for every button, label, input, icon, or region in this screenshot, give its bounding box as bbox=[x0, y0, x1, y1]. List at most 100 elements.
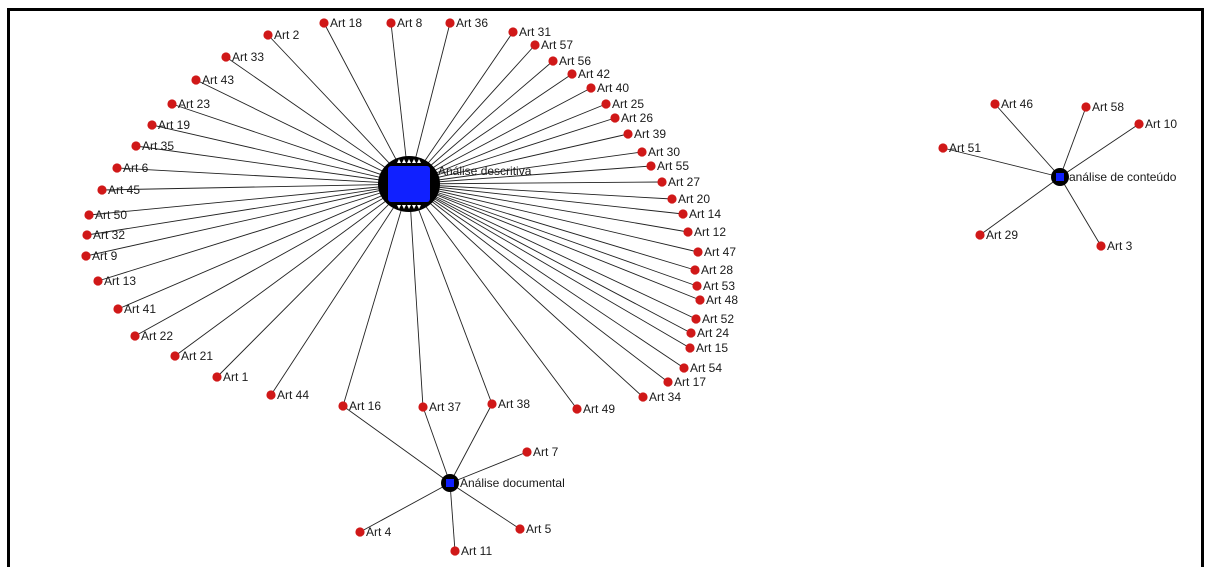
node-art-29[interactable]: Art 29 bbox=[975, 228, 1018, 242]
node-label: Art 32 bbox=[93, 228, 125, 242]
node-art-55[interactable]: Art 55 bbox=[646, 159, 689, 173]
node-art-31[interactable]: Art 31 bbox=[508, 25, 551, 39]
node-art-18[interactable]: Art 18 bbox=[319, 16, 362, 30]
node-art-30[interactable]: Art 30 bbox=[637, 145, 680, 159]
node-label: Art 15 bbox=[696, 341, 728, 355]
node-art-52[interactable]: Art 52 bbox=[691, 312, 734, 326]
node-art-38[interactable]: Art 38 bbox=[487, 397, 530, 411]
node-label: Art 23 bbox=[178, 97, 210, 111]
node-art-5[interactable]: Art 5 bbox=[515, 522, 551, 536]
node-art-43[interactable]: Art 43 bbox=[191, 73, 234, 87]
hub-label: análise de conteúdo bbox=[1069, 170, 1177, 184]
node-art-57[interactable]: Art 57 bbox=[530, 38, 573, 52]
node-dot-icon bbox=[1081, 102, 1090, 111]
edge-art-58-conteudo bbox=[1060, 107, 1086, 177]
node-dot-icon bbox=[508, 27, 517, 36]
node-art-15[interactable]: Art 15 bbox=[685, 341, 728, 355]
node-art-2[interactable]: Art 2 bbox=[263, 28, 299, 42]
edge-art-19-descritiva bbox=[152, 125, 409, 184]
node-label: Art 41 bbox=[124, 302, 156, 316]
node-dot-icon bbox=[112, 163, 121, 172]
hub-square-icon bbox=[1056, 173, 1064, 181]
node-art-28[interactable]: Art 28 bbox=[690, 263, 733, 277]
node-art-4[interactable]: Art 4 bbox=[355, 525, 391, 539]
hub-square-icon bbox=[446, 479, 454, 487]
edge-art-6-descritiva bbox=[117, 168, 409, 184]
node-label: Art 43 bbox=[202, 73, 234, 87]
node-label: Art 8 bbox=[397, 16, 423, 30]
node-art-53[interactable]: Art 53 bbox=[692, 279, 735, 293]
node-art-58[interactable]: Art 58 bbox=[1081, 100, 1124, 114]
node-art-14[interactable]: Art 14 bbox=[678, 207, 721, 221]
node-art-24[interactable]: Art 24 bbox=[686, 326, 729, 340]
node-art-20[interactable]: Art 20 bbox=[667, 192, 710, 206]
node-art-25[interactable]: Art 25 bbox=[601, 97, 644, 111]
node-label: Art 39 bbox=[634, 127, 666, 141]
node-dot-icon bbox=[82, 230, 91, 239]
node-art-11[interactable]: Art 11 bbox=[450, 544, 492, 558]
node-art-42[interactable]: Art 42 bbox=[567, 67, 610, 81]
node-art-17[interactable]: Art 17 bbox=[663, 375, 706, 389]
node-label: Art 19 bbox=[158, 118, 190, 132]
edge-art-24-descritiva bbox=[409, 184, 691, 333]
node-art-22[interactable]: Art 22 bbox=[130, 329, 173, 343]
node-label: Art 35 bbox=[142, 139, 174, 153]
node-label: Art 48 bbox=[706, 293, 738, 307]
node-art-26[interactable]: Art 26 bbox=[610, 111, 653, 125]
node-art-13[interactable]: Art 13 bbox=[93, 274, 136, 288]
node-label: Art 25 bbox=[612, 97, 644, 111]
node-art-32[interactable]: Art 32 bbox=[82, 228, 125, 242]
node-art-51[interactable]: Art 51 bbox=[938, 141, 981, 155]
edge-art-54-descritiva bbox=[409, 184, 684, 368]
node-dot-icon bbox=[130, 331, 139, 340]
edge-art-34-descritiva bbox=[409, 184, 643, 397]
node-dot-icon bbox=[167, 99, 176, 108]
node-art-39[interactable]: Art 39 bbox=[623, 127, 666, 141]
node-label: Art 7 bbox=[533, 445, 559, 459]
hub-square-icon bbox=[388, 166, 430, 202]
node-label: Art 58 bbox=[1092, 100, 1124, 114]
node-art-7[interactable]: Art 7 bbox=[522, 445, 558, 459]
node-dot-icon bbox=[938, 143, 947, 152]
node-label: Art 37 bbox=[429, 400, 461, 414]
node-art-50[interactable]: Art 50 bbox=[84, 208, 127, 222]
node-dot-icon bbox=[679, 363, 688, 372]
node-art-36[interactable]: Art 36 bbox=[445, 16, 488, 30]
node-art-1[interactable]: Art 1 bbox=[212, 370, 248, 384]
node-dot-icon bbox=[691, 314, 700, 323]
node-art-46[interactable]: Art 46 bbox=[990, 97, 1033, 111]
node-label: Art 2 bbox=[274, 28, 300, 42]
node-art-10[interactable]: Art 10 bbox=[1134, 117, 1177, 131]
node-dot-icon bbox=[170, 351, 179, 360]
node-dot-icon bbox=[355, 527, 364, 536]
node-art-3[interactable]: Art 3 bbox=[1096, 239, 1132, 253]
node-art-49[interactable]: Art 49 bbox=[572, 402, 615, 416]
node-art-9[interactable]: Art 9 bbox=[81, 249, 117, 263]
node-art-47[interactable]: Art 47 bbox=[693, 245, 736, 259]
node-art-12[interactable]: Art 12 bbox=[683, 225, 726, 239]
node-dot-icon bbox=[601, 99, 610, 108]
node-art-19[interactable]: Art 19 bbox=[147, 118, 190, 132]
edge-art-28-descritiva bbox=[409, 184, 695, 270]
node-art-35[interactable]: Art 35 bbox=[131, 139, 174, 153]
node-dot-icon bbox=[548, 56, 557, 65]
hub-documental[interactable]: Análise documental bbox=[441, 474, 565, 492]
edge-art-20-descritiva bbox=[409, 184, 672, 199]
node-art-45[interactable]: Art 45 bbox=[97, 183, 140, 197]
node-art-23[interactable]: Art 23 bbox=[167, 97, 210, 111]
edge-art-37-documental bbox=[423, 407, 450, 483]
node-art-34[interactable]: Art 34 bbox=[638, 390, 681, 404]
node-dot-icon bbox=[522, 447, 531, 456]
node-art-40[interactable]: Art 40 bbox=[586, 81, 629, 95]
node-art-54[interactable]: Art 54 bbox=[679, 361, 722, 375]
hub-conteudo[interactable]: análise de conteúdo bbox=[1051, 168, 1177, 186]
node-art-6[interactable]: Art 6 bbox=[112, 161, 148, 175]
node-art-33[interactable]: Art 33 bbox=[221, 50, 264, 64]
node-art-21[interactable]: Art 21 bbox=[170, 349, 213, 363]
node-art-41[interactable]: Art 41 bbox=[113, 302, 156, 316]
node-art-48[interactable]: Art 48 bbox=[695, 293, 738, 307]
node-art-44[interactable]: Art 44 bbox=[266, 388, 309, 402]
node-dot-icon bbox=[386, 18, 395, 27]
node-art-56[interactable]: Art 56 bbox=[548, 54, 591, 68]
node-art-27[interactable]: Art 27 bbox=[657, 175, 700, 189]
